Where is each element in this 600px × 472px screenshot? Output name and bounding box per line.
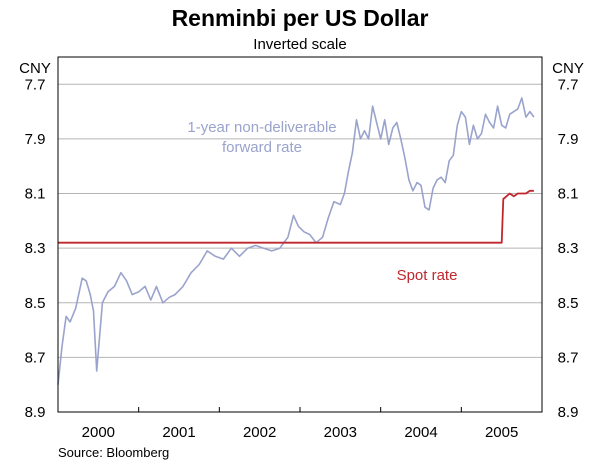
series-lines <box>57 97 535 385</box>
spot-rate-label: Spot rate <box>397 267 458 284</box>
y-tick-label-left: 8.9 <box>25 404 46 421</box>
y-tick-label-left: 7.7 <box>25 76 46 93</box>
x-tick-label: 2000 <box>82 424 115 441</box>
chart-subtitle: Inverted scale <box>253 36 346 53</box>
source-note: Source: Bloomberg <box>58 445 169 460</box>
y-tick-label-left: 8.7 <box>25 349 46 366</box>
y-axis-unit-left: CNY <box>19 60 51 77</box>
forward-rate-label-line1: 1-year non-deliverable <box>187 119 336 136</box>
y-tick-label-right: 8.7 <box>558 349 579 366</box>
y-tick-label-right: 7.7 <box>558 76 579 93</box>
spot-rate-line <box>58 189 534 244</box>
y-tick-label-left: 8.3 <box>25 240 46 257</box>
x-tick-labels: 2000 2001 2002 2003 2004 2005 <box>82 407 518 441</box>
chart-title: Renminbi per US Dollar <box>172 5 429 31</box>
gridlines <box>58 83 542 358</box>
y-tick-label-right: 8.3 <box>558 240 579 257</box>
y-axis-unit-right: CNY <box>552 60 584 77</box>
y-tick-label-right: 7.9 <box>558 131 579 148</box>
x-tick-label: 2001 <box>162 424 195 441</box>
y-tick-label-right: 8.9 <box>558 404 579 421</box>
y-tick-labels-left: 7.7 7.9 8.1 8.3 8.5 8.7 8.9 <box>25 76 46 421</box>
y-tick-label-left: 8.1 <box>25 186 46 203</box>
y-tick-label-left: 8.5 <box>25 295 46 312</box>
x-tick-label: 2005 <box>485 424 518 441</box>
plot-frame <box>57 56 543 413</box>
y-tick-label-right: 8.5 <box>558 295 579 312</box>
x-tick-label: 2003 <box>324 424 357 441</box>
x-tick-label: 2004 <box>404 424 437 441</box>
y-tick-labels-right: 7.7 7.9 8.1 8.3 8.5 8.7 8.9 <box>558 76 579 421</box>
forward-rate-line <box>57 97 535 385</box>
y-tick-label-right: 8.1 <box>558 186 579 203</box>
forward-rate-label-line2: forward rate <box>222 139 302 156</box>
y-tick-label-left: 7.9 <box>25 131 46 148</box>
x-tick-label: 2002 <box>243 424 276 441</box>
